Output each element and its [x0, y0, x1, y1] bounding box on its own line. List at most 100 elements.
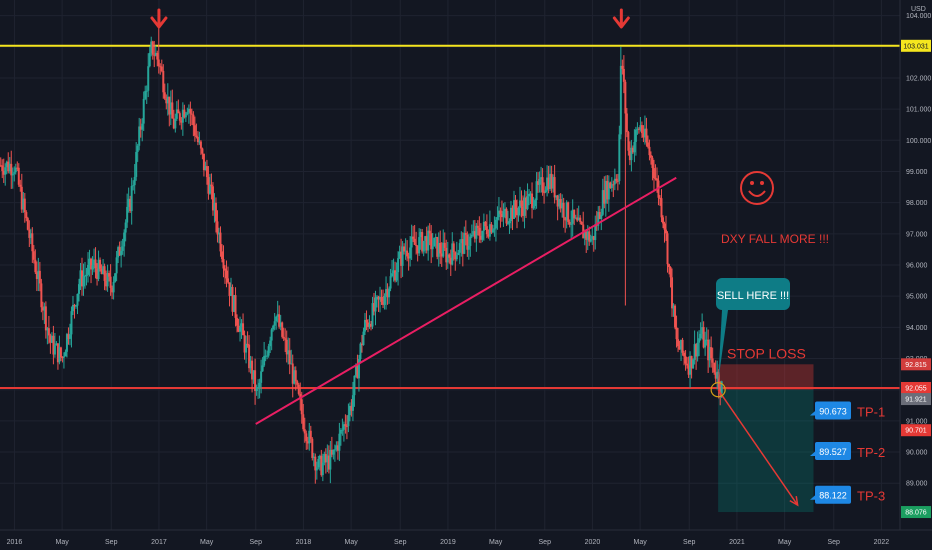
candle-body: [374, 297, 377, 312]
candle-body: [619, 65, 622, 135]
target-value-box[interactable]: [815, 401, 851, 420]
price-axis-panel[interactable]: [900, 0, 932, 530]
candle-body: [509, 207, 512, 222]
candle-body: [202, 153, 205, 171]
candle-body: [428, 230, 431, 234]
candle-body: [345, 426, 348, 428]
y-tick-label: 89.000: [906, 481, 928, 488]
candle-body: [547, 177, 550, 189]
entry-marker[interactable]: [710, 382, 726, 398]
candle-body: [434, 237, 437, 239]
candle-body: [531, 193, 534, 209]
candle-body: [672, 305, 675, 309]
candle-body: [452, 243, 455, 253]
projection-arrow[interactable]: [717, 389, 799, 506]
candle-body: [546, 177, 549, 191]
candle-body: [245, 343, 248, 353]
candle-body: [585, 231, 588, 240]
candle-body: [204, 166, 207, 171]
time-axis-panel[interactable]: [0, 530, 932, 550]
candle-body: [613, 178, 616, 185]
candle-body: [496, 217, 499, 220]
candle-body: [263, 355, 266, 366]
candle-body: [553, 177, 556, 198]
x-tick-label: Sep: [828, 539, 841, 546]
candle-body: [41, 307, 44, 311]
sell-callout-bubble[interactable]: [716, 278, 790, 310]
y-tick-label: 96.000: [906, 263, 928, 270]
candle-body: [478, 227, 481, 236]
candle-body: [508, 221, 511, 224]
candle-body: [550, 173, 553, 189]
y-tick-label: 99.000: [906, 169, 928, 176]
candle-body: [354, 365, 357, 376]
candle-body: [522, 206, 525, 216]
y-tick-label: 100.000: [906, 138, 931, 145]
candle-body: [669, 266, 672, 278]
candle-body: [668, 264, 671, 267]
candle-body: [68, 334, 71, 339]
candle-body: [58, 347, 61, 363]
target-tag: TP-3: [857, 489, 885, 504]
candle-body: [380, 296, 383, 302]
candle-body: [708, 347, 711, 361]
candle-body: [26, 218, 29, 230]
candle-body: [490, 224, 493, 233]
candle-body: [207, 177, 210, 194]
candle-body: [665, 229, 668, 234]
candle-body: [425, 236, 428, 251]
candle-body: [491, 229, 494, 233]
candle-body: [437, 242, 440, 257]
candle-body: [97, 259, 100, 280]
price-tag-label: 90.701: [905, 428, 927, 435]
candle-body: [598, 212, 601, 220]
candle-body: [624, 81, 627, 114]
candle-body: [184, 113, 187, 118]
support-trendline[interactable]: [255, 176, 677, 425]
candle-body: [285, 339, 288, 355]
take-profit-zone[interactable]: [718, 389, 814, 513]
target-value-box[interactable]: [815, 485, 851, 504]
candle-body: [512, 200, 515, 219]
candle-body: [293, 370, 296, 384]
candle-body: [333, 449, 336, 451]
candle-body: [14, 167, 17, 173]
candle-body: [299, 393, 302, 400]
candle-body: [640, 125, 643, 134]
candle-body: [190, 113, 193, 115]
candle-body: [347, 415, 350, 427]
candle-body: [112, 281, 115, 293]
candle-body: [88, 258, 91, 265]
candle-body: [568, 221, 571, 225]
candle-body: [625, 113, 628, 133]
candle-body: [455, 255, 458, 260]
candle-body: [341, 429, 344, 431]
candle-body: [172, 118, 175, 129]
candle-body: [85, 274, 88, 276]
candle-body: [481, 230, 484, 240]
candle-body: [409, 247, 412, 259]
candle-body: [234, 295, 237, 318]
candle-body: [338, 433, 341, 451]
candle-body: [567, 202, 570, 222]
candle-body: [649, 155, 652, 158]
candle-body: [382, 301, 385, 305]
candle-body: [32, 251, 35, 260]
candle-body: [523, 197, 526, 216]
candle-body: [594, 224, 597, 241]
price-tag: [901, 393, 931, 406]
x-tick-label: May: [634, 539, 648, 546]
stop-loss-zone[interactable]: [718, 364, 814, 390]
target-value-box[interactable]: [815, 442, 851, 461]
target-value: 88.122: [819, 491, 847, 501]
candle-body: [719, 387, 722, 394]
candle-body: [654, 178, 657, 180]
candle-body: [96, 268, 99, 280]
candle-body: [433, 237, 436, 247]
candle-body: [195, 135, 198, 137]
candle-body: [132, 185, 135, 187]
candle-body: [219, 232, 222, 252]
